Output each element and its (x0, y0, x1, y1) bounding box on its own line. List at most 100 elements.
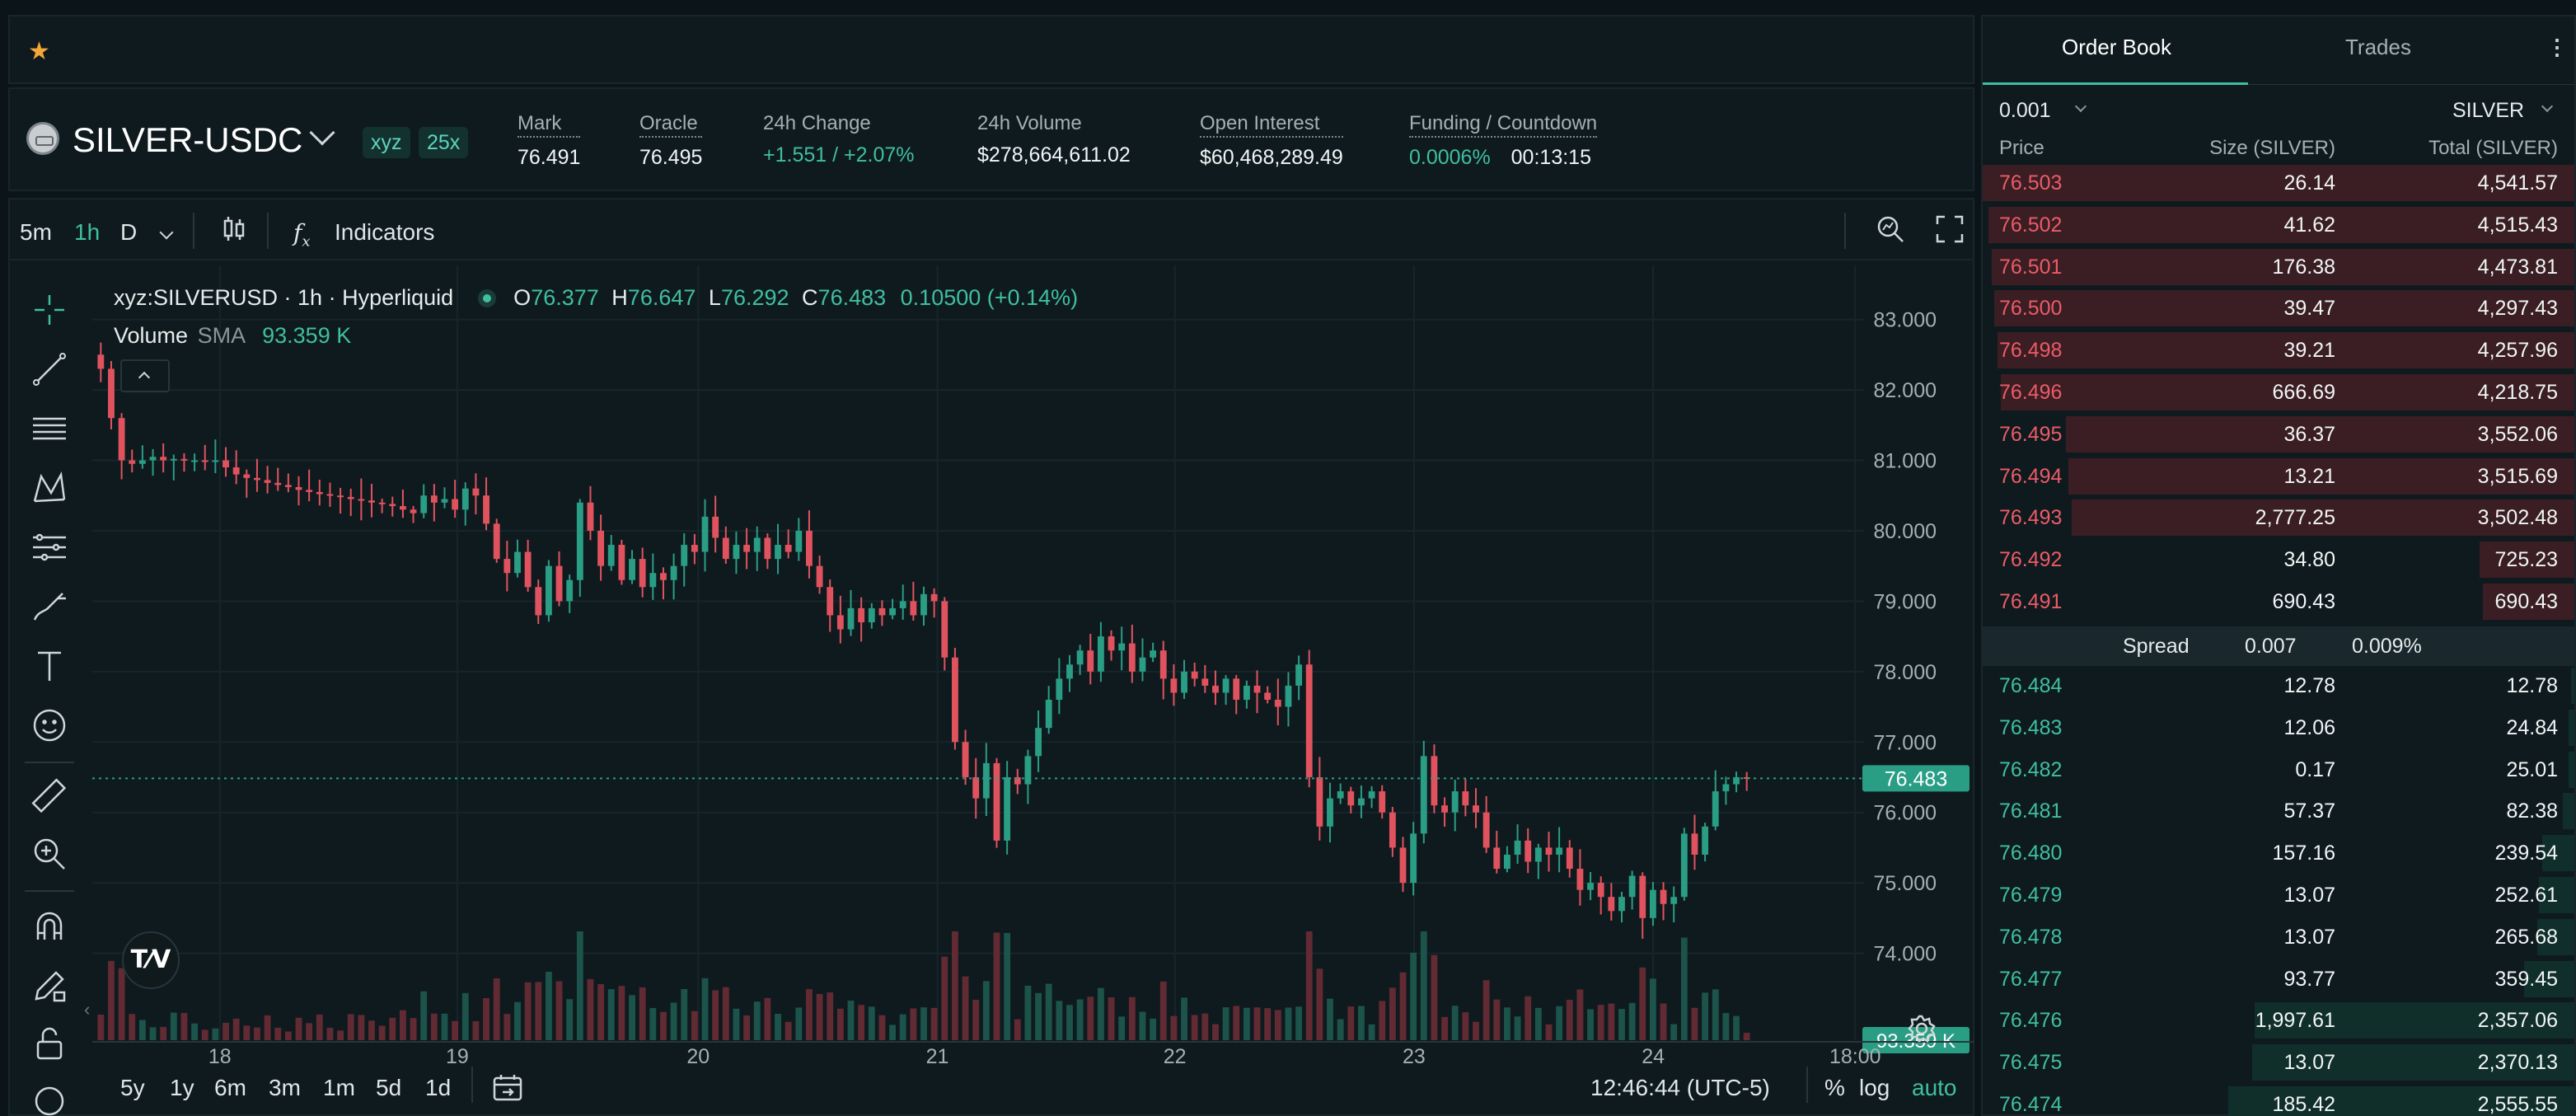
ask-row[interactable]: 76.494 13.21 3,515.69 (1983, 457, 2574, 496)
ask-row[interactable]: 76.493 2,777.25 3,502.48 (1983, 498, 2574, 537)
volume-bar (1441, 1016, 1448, 1040)
legend-symbol[interactable]: xyz:SILVERUSD · 1h · Hyperliquid (114, 285, 454, 310)
range-1y[interactable]: 1y (170, 1075, 194, 1100)
ask-row[interactable]: 76.501 176.38 4,473.81 (1983, 247, 2574, 287)
fullscreen-icon[interactable] (1935, 214, 1965, 244)
ask-row[interactable]: 76.491 690.43 690.43 (1983, 582, 2574, 621)
market-symbol[interactable]: SILVER-USDC (73, 120, 303, 159)
scroll-left-icon[interactable]: ‹ (84, 999, 91, 1020)
function-icon[interactable]: fx (293, 219, 311, 251)
brush-icon[interactable] (30, 587, 69, 626)
volume-bar (160, 1026, 167, 1040)
text-icon[interactable] (30, 646, 69, 686)
candle (1212, 685, 1219, 693)
ask-row[interactable]: 76.503 26.14 4,541.57 (1983, 163, 2574, 203)
indicators-button[interactable]: Indicators (335, 219, 435, 245)
bid-row[interactable]: 76.483 12.06 24.84 (1983, 708, 2574, 748)
volume-bar (1222, 1007, 1229, 1040)
candle (514, 551, 521, 574)
candle (201, 460, 208, 462)
tab-order-book[interactable]: Order Book (2062, 35, 2171, 59)
bid-row[interactable]: 76.474 185.42 2,555.55 (1983, 1085, 2574, 1116)
unit-select[interactable]: SILVER (2452, 99, 2525, 122)
ask-row[interactable]: 76.492 34.80 725.23 (1983, 540, 2574, 579)
bid-row[interactable]: 76.482 0.17 25.01 (1983, 750, 2574, 790)
bid-row[interactable]: 76.479 13.07 252.61 (1983, 875, 2574, 915)
volume-bar (1295, 1006, 1303, 1040)
bid-row[interactable]: 76.484 12.78 12.78 (1983, 666, 2574, 706)
ask-row[interactable]: 76.496 666.69 4,218.75 (1983, 373, 2574, 412)
chevron-down-icon[interactable] (309, 120, 335, 146)
auto-toggle[interactable]: auto (1912, 1075, 1957, 1100)
zoom-in-icon[interactable] (30, 834, 69, 874)
calendar-icon[interactable] (491, 1071, 524, 1104)
tick-size-select[interactable]: 0.001 (1999, 99, 2051, 122)
candle (1556, 847, 1563, 855)
bid-row[interactable]: 76.478 13.07 265.68 (1983, 917, 2574, 957)
volume-bar (962, 976, 969, 1040)
bid-row[interactable]: 76.480 157.16 239.54 (1983, 833, 2574, 873)
volume-bar (1534, 1007, 1542, 1040)
interval-d[interactable]: D (120, 219, 138, 245)
range-5y[interactable]: 5y (120, 1075, 145, 1100)
ruler-icon[interactable] (30, 776, 69, 816)
volume-bar (785, 1021, 792, 1040)
depth-bar (2523, 960, 2574, 997)
more-options-icon[interactable]: ⋮ (2546, 35, 2568, 59)
ask-row[interactable]: 76.495 36.37 3,552.06 (1983, 415, 2574, 454)
crosshair-icon[interactable] (30, 290, 69, 330)
candle (1035, 728, 1042, 757)
leverage-badge[interactable]: 25x (419, 127, 469, 158)
tradingview-logo-icon[interactable]: T⁄V (122, 931, 180, 989)
range-6m[interactable]: 6m (214, 1075, 246, 1100)
candle (420, 495, 428, 513)
emoji-icon[interactable] (30, 706, 69, 745)
interval-1h[interactable]: 1h (74, 219, 101, 245)
fib-icon[interactable] (30, 528, 69, 567)
range-1d[interactable]: 1d (425, 1075, 452, 1100)
tab-trades[interactable]: Trades (2345, 35, 2411, 59)
pattern-icon[interactable] (30, 468, 69, 508)
magnet-icon[interactable] (30, 907, 69, 946)
candle (1222, 678, 1229, 693)
chevron-down-icon[interactable] (159, 225, 174, 240)
ask-row[interactable]: 76.498 39.21 4,257.96 (1983, 331, 2574, 370)
chevron-down-icon[interactable] (2541, 100, 2554, 113)
bid-row[interactable]: 76.475 13.07 2,370.13 (1983, 1043, 2574, 1082)
bid-row[interactable]: 76.477 93.77 359.45 (1983, 959, 2574, 999)
ask-row[interactable]: 76.500 39.47 4,297.43 (1983, 288, 2574, 328)
ask-row[interactable]: 76.502 41.62 4,515.43 (1983, 205, 2574, 245)
row-price: 76.500 (1999, 297, 2063, 321)
chart-clock[interactable]: 12:46:44 (UTC-5) (1590, 1075, 1770, 1100)
interval-5m[interactable]: 5m (20, 219, 52, 245)
candles-icon[interactable] (219, 214, 249, 244)
zoom-search-icon[interactable] (1874, 213, 1907, 246)
lock-icon[interactable] (30, 1024, 69, 1063)
horizontal-lines-icon[interactable] (30, 409, 69, 448)
price-chart[interactable]: 83.000 82.000 81.000 80.000 79.000 78.000 77.0… (92, 265, 1974, 1073)
settings-gear-icon[interactable] (1907, 1014, 1937, 1043)
collapse-legend-button[interactable] (120, 359, 170, 392)
star-icon[interactable]: ★ (28, 38, 50, 65)
log-toggle[interactable]: log (1859, 1075, 1890, 1100)
candle (1087, 650, 1094, 672)
candle (847, 607, 855, 630)
row-size: 93.77 (2283, 967, 2335, 991)
volume-bar (753, 1001, 761, 1040)
col-size: Size (SILVER) (2209, 137, 2335, 159)
range-3m[interactable]: 3m (269, 1075, 301, 1100)
chevron-down-icon[interactable] (2074, 100, 2087, 113)
candle (753, 537, 761, 552)
candle (170, 458, 177, 461)
range-5d[interactable]: 5d (376, 1075, 402, 1100)
percent-toggle[interactable]: % (1824, 1075, 1845, 1100)
chart-grid (92, 265, 1864, 1040)
volume-bar (1150, 1018, 1157, 1040)
bid-row[interactable]: 76.476 1,997.61 2,357.06 (1983, 1001, 2574, 1040)
pencil-lock-icon[interactable] (30, 966, 69, 1006)
bid-row[interactable]: 76.481 57.37 82.38 (1983, 791, 2574, 831)
trend-line-icon[interactable] (30, 349, 69, 389)
eye-icon[interactable] (30, 1081, 69, 1116)
volume-bar (618, 986, 625, 1040)
range-1m[interactable]: 1m (323, 1075, 355, 1100)
